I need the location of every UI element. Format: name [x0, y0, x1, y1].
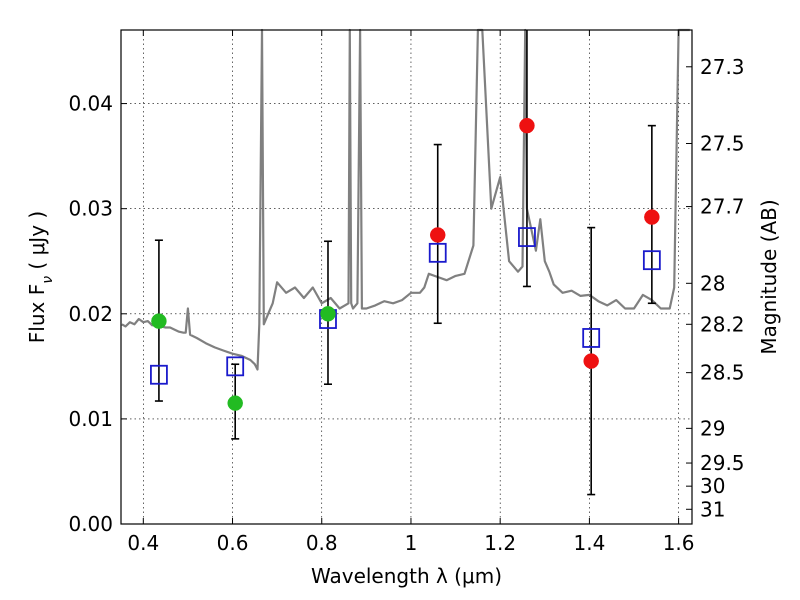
error-bars: [154, 30, 656, 496]
observed-point: [151, 313, 167, 329]
x-tick-label: 1.6: [663, 531, 695, 555]
y-tick-label: 0.03: [68, 197, 113, 221]
plot-frame: [120, 29, 693, 525]
y2-tick-label: 28: [700, 271, 725, 295]
y-tick-label: 0.04: [68, 92, 113, 116]
y2-tick-label: 28.5: [700, 361, 745, 385]
spectrum-series: [121, 28, 690, 371]
y2-tick-label: 28.2: [700, 312, 745, 336]
model-square-point: [642, 250, 661, 271]
x-tick-label: 0.4: [127, 531, 159, 555]
observed-point: [429, 227, 446, 243]
y-axis-label-unit: ( μJy ): [25, 211, 49, 276]
y-axis-label-main: Flux F: [25, 284, 49, 343]
y-axis-label-sub: ν: [40, 276, 56, 284]
observed-point: [227, 395, 243, 411]
x-tick-label: 1.4: [573, 531, 605, 555]
spectrum-line: [121, 28, 690, 371]
y-tick-label: 0.02: [68, 302, 113, 326]
model-square-point: [518, 227, 536, 247]
y2-tick-label: 30: [700, 474, 725, 498]
model-square-point: [582, 328, 601, 348]
model-square-point: [150, 364, 168, 385]
y-axis-label: Flux Fν ( μJy ): [25, 211, 56, 343]
y2-tick-label: 29: [700, 416, 725, 440]
y-tick-label: 0.01: [68, 407, 113, 431]
y2-axis-label: Magnitude (AB): [757, 199, 781, 354]
y2-tick-label: 27.3: [700, 55, 745, 79]
y2-tick-label: 29.5: [700, 451, 745, 475]
observed-point: [644, 209, 660, 225]
y2-tick-label: 27.5: [700, 132, 745, 156]
axis-ticks: 0.4 0.6 0.8 1 1.2 1.4 1.6 0.00 0.01 0.02 0.03 0.04 2…: [68, 30, 745, 555]
model-square-point: [226, 356, 245, 377]
y2-tick-label: 31: [700, 497, 725, 521]
observed-point: [519, 117, 535, 134]
grid: [121, 30, 692, 525]
x-tick-label: 0.8: [306, 531, 338, 555]
y2-tick-label: 27.7: [700, 195, 745, 219]
y-tick-label: 0.00: [68, 512, 113, 536]
observed-point: [583, 353, 599, 369]
x-tick-label: 0.6: [217, 531, 249, 555]
model-square-point: [428, 242, 447, 263]
data-markers: [150, 117, 661, 411]
observed-point: [320, 306, 336, 322]
x-tick-label: 1: [405, 531, 418, 555]
x-tick-label: 1.2: [484, 531, 516, 555]
x-axis-label: Wavelength λ (μm): [311, 564, 502, 588]
